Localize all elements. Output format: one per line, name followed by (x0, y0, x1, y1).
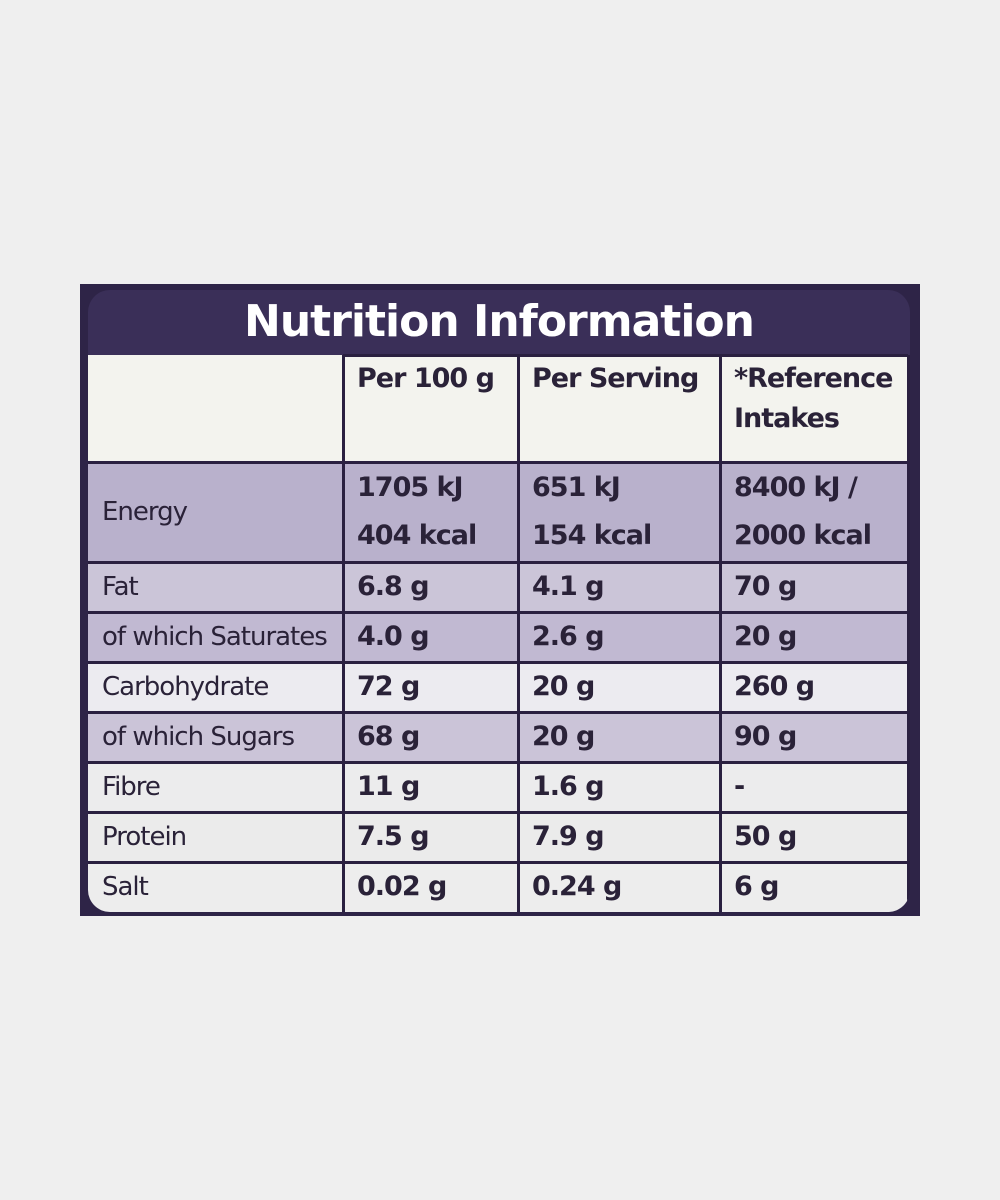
grid-line (88, 461, 908, 464)
cell: 651 kJ 154 kcal (518, 462, 720, 562)
cell: 6 g (734, 871, 780, 902)
cell: 260 g (734, 671, 815, 702)
cell: 0.24 g (532, 871, 622, 902)
cell: 7.9 g (532, 821, 605, 852)
grid-line (88, 561, 908, 564)
grid-line (88, 711, 908, 714)
grid-line (342, 355, 345, 912)
grid-line (907, 355, 910, 912)
row-label: Carbohydrate (102, 672, 269, 702)
cell: 70 g (734, 571, 797, 602)
row-label: Protein (102, 822, 187, 852)
cell: 4.0 g (357, 621, 430, 652)
cell-line: 154 kcal (532, 520, 652, 551)
row-background (88, 812, 908, 862)
cell: 7.5 g (357, 821, 430, 852)
row-label: Fat (102, 572, 139, 602)
grid-line (88, 661, 908, 664)
row-background (88, 562, 908, 612)
cell: 0.02 g (357, 871, 447, 902)
column-header: Per 100 g (357, 363, 495, 394)
grid-line (719, 355, 722, 912)
cell: 1.6 g (532, 771, 605, 802)
row-background (88, 862, 908, 912)
cell: 4.1 g (532, 571, 605, 602)
cell: - (734, 771, 745, 802)
cell: 20 g (734, 621, 797, 652)
title: Nutrition Information (244, 296, 755, 347)
row-label: of which Sugars (102, 722, 295, 752)
grid-line (88, 811, 908, 814)
cell: 8400 kJ / 2000 kcal (720, 462, 908, 562)
row-label: Energy (102, 497, 188, 527)
row-background (88, 612, 908, 662)
column-header: Per Serving (532, 363, 699, 394)
grid-line (88, 611, 908, 614)
grid-line (88, 761, 908, 764)
cell: 68 g (357, 721, 420, 752)
cell-line: 2000 kcal (734, 520, 872, 551)
cell-line: 8400 kJ / (734, 472, 858, 503)
cell-line: 404 kcal (357, 520, 477, 551)
row-label: Fibre (102, 772, 161, 802)
nutrition-table: Nutrition Information Per 100 g Per Servi… (88, 290, 910, 912)
cell: 1705 kJ 404 kcal (343, 462, 518, 562)
cell-line: 651 kJ (532, 472, 621, 503)
cell: 50 g (734, 821, 797, 852)
cell: 90 g (734, 721, 797, 752)
cell: 72 g (357, 671, 420, 702)
cell: 2.6 g (532, 621, 605, 652)
row-background (88, 355, 908, 462)
cell: 11 g (357, 771, 420, 802)
column-header: *Reference Intakes (734, 363, 893, 434)
grid-line (517, 355, 520, 912)
grid-line (88, 861, 908, 864)
cell-line: 1705 kJ (357, 472, 464, 503)
cell: 20 g (532, 671, 595, 702)
row-label: Salt (102, 872, 149, 902)
cell: 20 g (532, 721, 595, 752)
row-background (88, 712, 908, 762)
row-background (88, 462, 908, 562)
grid-line (343, 354, 908, 357)
row-background (88, 762, 908, 812)
cell: 6.8 g (357, 571, 430, 602)
row-background (88, 662, 908, 712)
row-label: of which Saturates (102, 622, 328, 652)
